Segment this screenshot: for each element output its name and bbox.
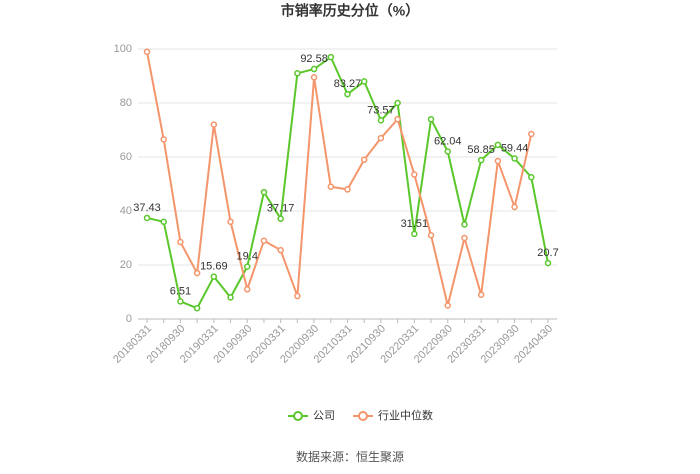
data-label: 73.57 bbox=[367, 104, 395, 116]
point bbox=[244, 263, 251, 270]
point bbox=[544, 259, 552, 267]
point bbox=[494, 157, 502, 165]
point bbox=[444, 148, 451, 155]
point bbox=[193, 269, 201, 277]
legend-label: 公司 bbox=[313, 410, 335, 422]
data-label: 59.44 bbox=[501, 142, 529, 154]
point bbox=[277, 215, 284, 222]
point bbox=[210, 273, 218, 280]
point bbox=[394, 99, 401, 107]
point bbox=[344, 90, 351, 98]
point bbox=[528, 174, 535, 181]
source: 数据来源：恒生聚源 bbox=[296, 449, 404, 464]
y-tick-label: 80 bbox=[120, 97, 132, 109]
point bbox=[260, 237, 268, 244]
point bbox=[210, 121, 218, 128]
point bbox=[394, 115, 401, 123]
point bbox=[528, 130, 535, 138]
data-label: 19.4 bbox=[237, 251, 258, 263]
point bbox=[227, 294, 234, 301]
point bbox=[511, 203, 518, 211]
point bbox=[377, 117, 385, 124]
point bbox=[461, 234, 468, 242]
point bbox=[160, 136, 167, 143]
point bbox=[143, 214, 151, 222]
data-label: 31.51 bbox=[401, 218, 429, 230]
data-label: 6.51 bbox=[170, 285, 191, 297]
point bbox=[411, 230, 418, 238]
data-label: 20.7 bbox=[537, 247, 558, 259]
point bbox=[344, 186, 351, 193]
point bbox=[160, 218, 167, 226]
point bbox=[310, 74, 318, 81]
point bbox=[444, 302, 451, 309]
point bbox=[327, 53, 335, 61]
point bbox=[411, 171, 418, 178]
point bbox=[177, 298, 184, 305]
data-label: 62.04 bbox=[434, 135, 462, 147]
y-tick-label: 20 bbox=[120, 259, 132, 271]
point bbox=[327, 183, 335, 190]
point bbox=[227, 218, 234, 226]
data-label: 92.58 bbox=[300, 53, 328, 65]
point bbox=[143, 48, 151, 55]
point bbox=[511, 155, 518, 162]
legend-marker bbox=[358, 411, 368, 421]
series-line bbox=[146, 51, 533, 306]
point bbox=[294, 70, 301, 77]
point bbox=[310, 65, 318, 73]
point bbox=[427, 232, 435, 239]
data-label: 37.43 bbox=[133, 202, 161, 214]
chart-title: 市销率历史分位（%） bbox=[281, 3, 419, 19]
y-tick-label: 60 bbox=[120, 151, 132, 163]
point bbox=[377, 134, 385, 142]
point bbox=[260, 188, 268, 196]
point bbox=[427, 115, 435, 123]
point bbox=[477, 156, 485, 164]
y-tick-label: 100 bbox=[114, 43, 132, 55]
point bbox=[294, 292, 301, 300]
point bbox=[277, 246, 284, 254]
data-label: 83.27 bbox=[334, 78, 362, 90]
point bbox=[494, 141, 502, 149]
point bbox=[461, 221, 468, 228]
point bbox=[477, 291, 485, 298]
y-tick-label: 0 bbox=[126, 313, 132, 325]
point bbox=[360, 156, 368, 163]
point bbox=[177, 238, 184, 246]
point bbox=[360, 78, 368, 85]
legend-label: 行业中位数 bbox=[378, 408, 433, 422]
y-tick-label: 40 bbox=[120, 205, 132, 217]
data-label: 58.85 bbox=[467, 144, 495, 156]
data-label: 15.69 bbox=[200, 261, 228, 273]
data-label: 37.17 bbox=[267, 203, 295, 215]
point bbox=[244, 286, 251, 293]
legend-marker bbox=[293, 411, 303, 421]
point bbox=[193, 304, 201, 312]
